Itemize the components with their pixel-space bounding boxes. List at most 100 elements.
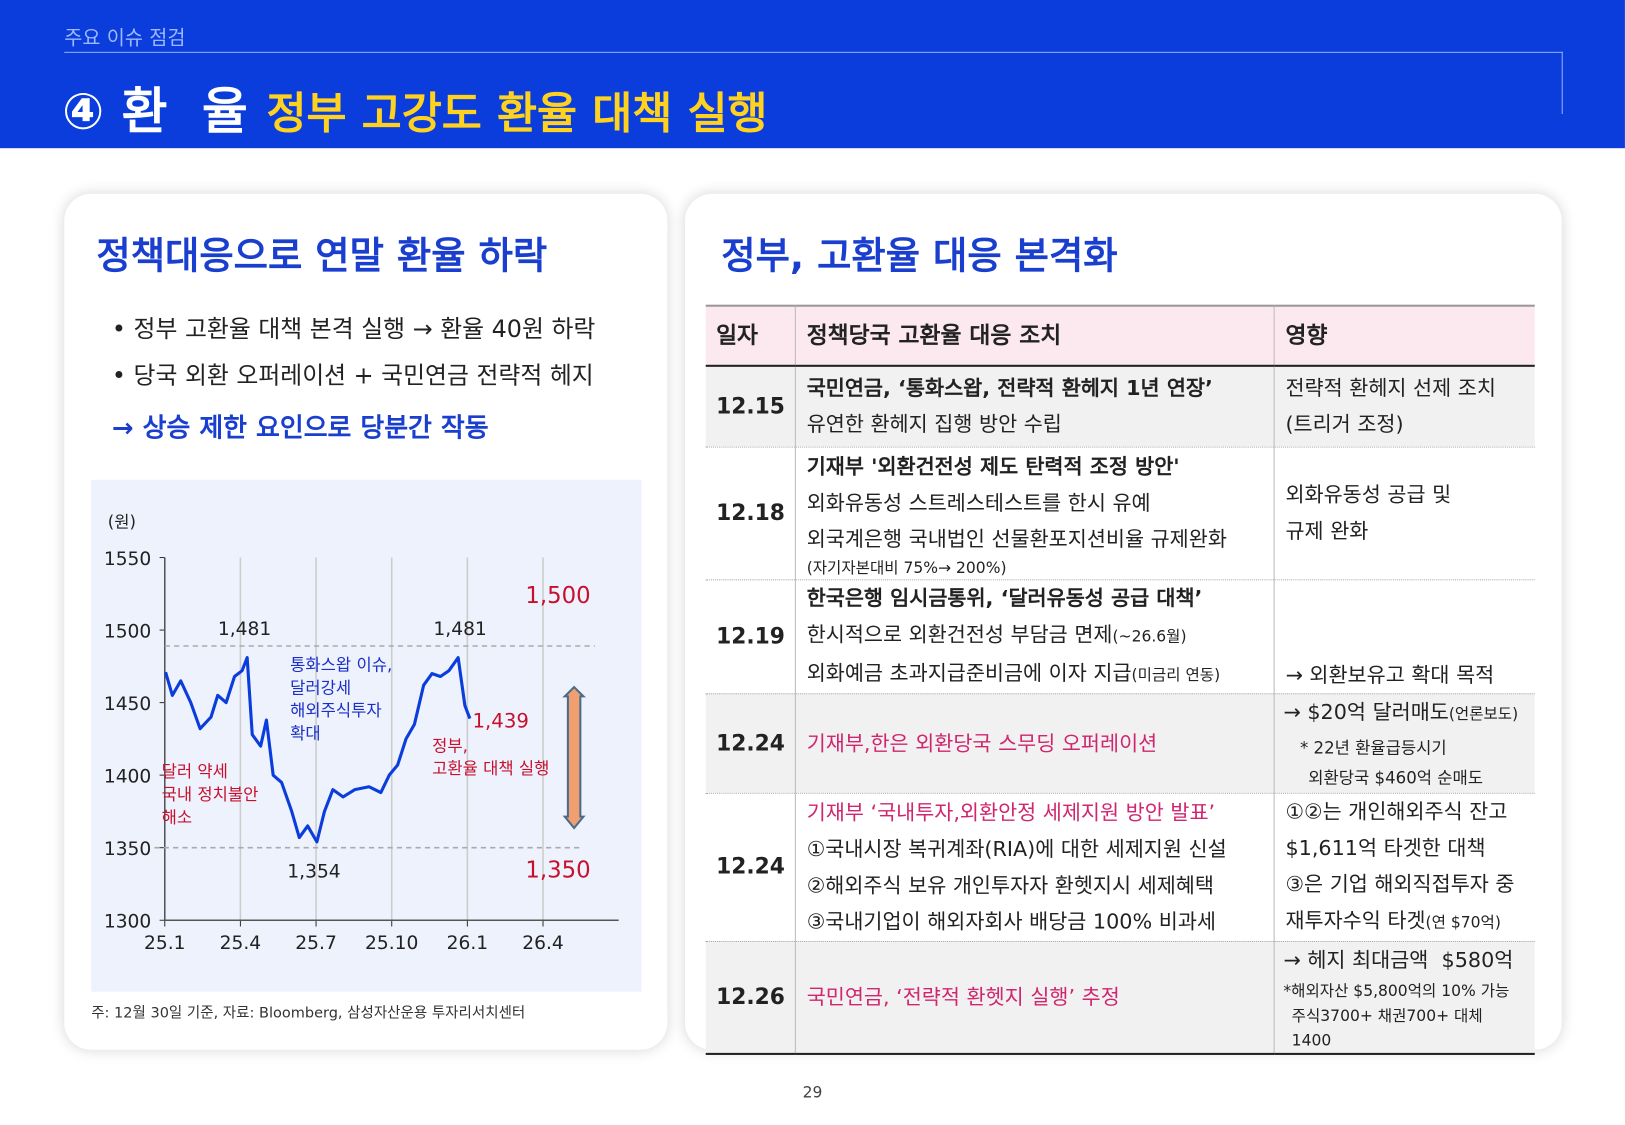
action: (~26.6월)	[1112, 626, 1187, 646]
x-tick-label: 25.1	[144, 933, 186, 954]
upper-target-label: 1,500	[525, 583, 590, 609]
lower-target-label: 1,350	[525, 858, 590, 884]
action: ①국내시장 복귀계좌(RIA)에 대한 세제지원 신설	[806, 835, 1227, 861]
y-tick-label: 1400	[104, 766, 151, 787]
bullet: • 정부 고환율 대책 본격 실행 → 환율 40원 하락	[111, 316, 596, 344]
y-tick-label: 1450	[104, 694, 151, 715]
col-actions: 정책당국 고환율 대응 조치	[795, 304, 1275, 367]
y-tick-label: 1500	[104, 621, 151, 642]
row-actions: 국민연금, ‘전략적 환헷지 실행’ 추정	[795, 940, 1275, 1055]
action: 기재부 '외환건전성 제도 탄력적 조정 방안'	[806, 453, 1180, 479]
impact: * 22년 환율급등시기	[1299, 737, 1447, 758]
action: 유연한 환헤지 집행 방안 수립	[806, 411, 1062, 437]
annotation-blue: 통화스왑 이슈,	[290, 655, 392, 674]
source-note: 주: 12월 30일 기준, 자료: Bloomberg, 삼성자산운용 투자리…	[91, 1005, 526, 1022]
action: ③국내기업이 해외자회사 배당금 100% 비과세	[806, 908, 1216, 934]
right-card-title: 정부, 고환율 대응 본격화	[721, 235, 1118, 278]
impact: 주식3700+ 채권700+ 대체 1400	[1291, 1005, 1483, 1050]
action: 외국계은행 국내법인 선물환포지션비율 규제완화	[806, 525, 1227, 551]
x-tick-label: 25.7	[295, 933, 337, 954]
page-title: ④ 환 율 정부 고강도 환율 대책 실행	[62, 70, 767, 143]
action: 국민연금, ‘통화스왑, 전략적 환헤지 1년 연장’	[806, 375, 1213, 401]
table-row: 12.15 국민연금, ‘통화스왑, 전략적 환헤지 1년 연장’ 유연한 환헤지…	[705, 365, 1535, 448]
annotation-red: 고환율 대책 실행	[432, 759, 549, 778]
row-actions: 한국은행 임시금통위, ‘달러유동성 공급 대책’ 한시적으로 외환건전성 부담금…	[795, 579, 1275, 694]
impact: ③은 기업 해외직접투자 중	[1285, 871, 1515, 896]
annotation-red: 달러 약세	[162, 762, 228, 781]
x-tick-label: 25.4	[220, 933, 262, 954]
row-date: 12.24	[705, 792, 796, 942]
col-impact: 영향	[1274, 304, 1535, 367]
section-label: 주요 이슈 점검	[64, 26, 186, 50]
policy-table: 일자 정책당국 고환율 대응 조치 영향 12.15 국민연금, ‘통화스왑, …	[705, 304, 1535, 1055]
annotation-red: 정부,	[432, 736, 468, 755]
row-impact: 전략적 환헤지 선제 조치 (트리거 조정)	[1274, 365, 1535, 448]
table-row: 12.26 국민연금, ‘전략적 환헷지 실행’ 추정 → 헤지 최대금액 $5…	[705, 940, 1535, 1055]
action: 기재부,한은 외환당국 스무딩 오퍼레이션	[806, 730, 1158, 755]
table-row: 12.24 기재부,한은 외환당국 스무딩 오퍼레이션 → $20억 달러매도(…	[705, 693, 1535, 794]
table-row: 12.18 기재부 '외환건전성 제도 탄력적 조정 방안' 외화유동성 스트레스…	[705, 446, 1535, 580]
action: 한국은행 임시금통위, ‘달러유동성 공급 대책’	[806, 584, 1203, 610]
row-date: 12.24	[705, 693, 796, 794]
y-axis-unit: (원)	[108, 512, 136, 531]
annotation-blue: 달러강세	[290, 678, 351, 697]
row-date: 12.19	[705, 579, 796, 694]
y-tick-label: 1300	[104, 911, 151, 932]
impact: (트리거 조정)	[1285, 411, 1404, 437]
peak-label: 1,481	[218, 619, 271, 640]
exchange-rate-chart: 25.1 25.4 25.7 25.10 26.1 26.4 1550 1500 1450 140…	[104, 512, 619, 954]
action: 외화예금 초과지급준비금에 이자 지급	[806, 659, 1132, 685]
impact: (연 $70억)	[1425, 912, 1501, 932]
action: 국민연금, ‘전략적 환헷지 실행’ 추정	[806, 983, 1120, 1009]
row-date: 12.15	[705, 365, 796, 448]
impact: → 외환보유고 확대 목적	[1285, 661, 1495, 687]
header-bar	[0, 0, 1625, 149]
page-number: 29	[802, 1082, 823, 1102]
impact: 전략적 환헤지 선제 조치	[1285, 375, 1496, 401]
impact: 외환당국 $460억 순매도	[1308, 767, 1484, 788]
row-actions: 기재부 '외환건전성 제도 탄력적 조정 방안' 외화유동성 스트레스테스트를 한…	[795, 446, 1275, 580]
impact: → 헤지 최대금액 $580억	[1283, 946, 1514, 972]
chart-area: 25.1 25.4 25.7 25.10 26.1 26.4 1550 1500 1450 140…	[91, 479, 642, 992]
impact: 외화유동성 공급 및	[1285, 481, 1452, 507]
impact: 규제 완화	[1285, 518, 1369, 544]
row-actions: 기재부 ‘국내투자,외환안정 세제지원 방안 발표’ ①국내시장 복귀계좌(RIA…	[795, 792, 1275, 942]
action: 외화유동성 스트레스테스트를 한시 유예	[806, 489, 1151, 515]
row-date: 12.18	[705, 446, 796, 580]
annotation-blue: 확대	[290, 724, 321, 743]
row-actions: 국민연금, ‘통화스왑, 전략적 환헤지 1년 연장’ 유연한 환헤지 집행 방안…	[795, 365, 1275, 448]
left-card-title: 정책대응으로 연말 환율 하락	[96, 235, 548, 278]
range-arrow-icon	[562, 685, 586, 830]
y-tick-label: 1350	[104, 839, 151, 860]
annotation-red: 해소	[162, 808, 193, 827]
row-impact: ①②는 개인해외주식 잔고 $1,611억 타겟한 대책 ③은 기업 해외직접투자 …	[1274, 792, 1535, 942]
table-row: 12.19 한국은행 임시금통위, ‘달러유동성 공급 대책’ 한시적으로 외환건…	[705, 579, 1535, 694]
annotation-blue: 해외주식투자	[290, 701, 382, 720]
row-actions: 기재부,한은 외환당국 스무딩 오퍼레이션	[795, 693, 1275, 794]
impact: (언론보도)	[1448, 704, 1519, 723]
impact: $1,611억 타겟한 대책	[1285, 834, 1486, 860]
conclusion: → 상승 제한 요인으로 당분간 작동	[111, 412, 489, 443]
table-header: 일자 정책당국 고환율 대응 조치 영향	[705, 304, 1535, 367]
row-date: 12.26	[705, 940, 796, 1055]
bullet: • 당국 외환 오퍼레이션 + 국민연금 전략적 헤지	[111, 362, 594, 390]
x-tick-label: 26.1	[447, 933, 489, 954]
impact: → $20억 달러매도	[1283, 698, 1449, 724]
impact: 재투자수익 타겟	[1285, 907, 1426, 933]
table-row: 12.24 기재부 ‘국내투자,외환안정 세제지원 방안 발표’ ①국내시장 복귀…	[705, 792, 1535, 942]
row-impact: → 외환보유고 확대 목적	[1274, 579, 1535, 694]
x-tick-label: 25.10	[365, 933, 418, 954]
annotation-red: 국내 정치불안	[162, 785, 259, 804]
peak-label: 1,481	[433, 619, 486, 640]
topic: 환 율	[121, 82, 248, 141]
impact: *해외자산 $5,800억의 10% 가능	[1283, 980, 1510, 1000]
last-value-label: 1,439	[473, 709, 529, 732]
col-date: 일자	[705, 304, 796, 367]
section-number: ④	[62, 82, 105, 141]
trough-label: 1,354	[287, 862, 340, 883]
impact: ①②는 개인해외주식 잔고	[1285, 798, 1508, 824]
headline: 정부 고강도 환율 대책 실행	[266, 88, 768, 139]
